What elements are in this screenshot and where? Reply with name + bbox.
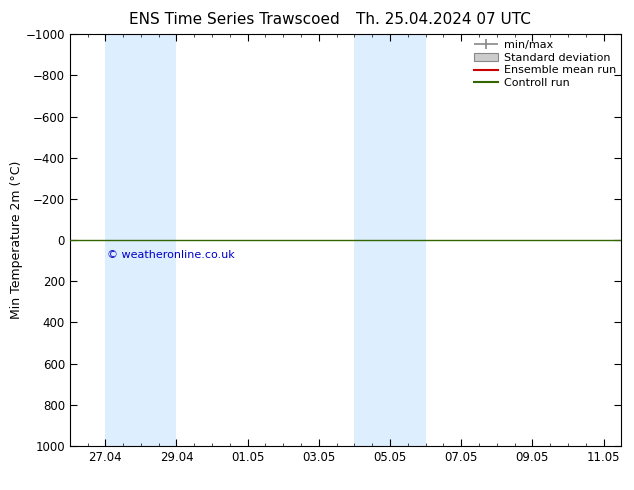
Text: © weatheronline.co.uk: © weatheronline.co.uk [107,250,235,260]
Legend: min/max, Standard deviation, Ensemble mean run, Controll run: min/max, Standard deviation, Ensemble me… [474,40,616,88]
Y-axis label: Min Temperature 2m (°C): Min Temperature 2m (°C) [10,161,23,319]
Bar [105,34,176,446]
Text: ENS Time Series Trawscoed: ENS Time Series Trawscoed [129,12,340,27]
Bar [354,34,425,446]
Text: Th. 25.04.2024 07 UTC: Th. 25.04.2024 07 UTC [356,12,531,27]
